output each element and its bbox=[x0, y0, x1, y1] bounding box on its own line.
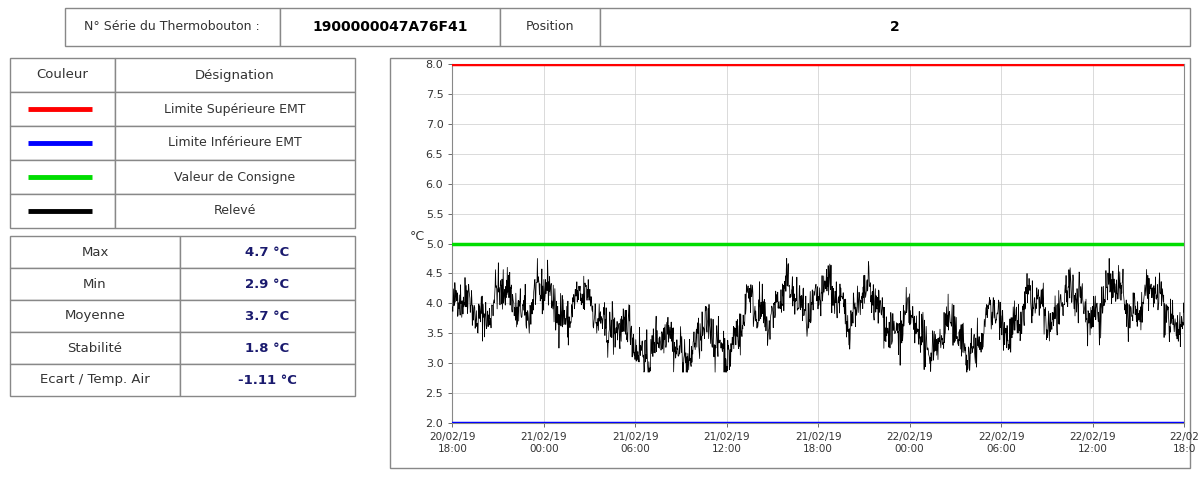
Text: Couleur: Couleur bbox=[36, 68, 89, 82]
Text: N° Série du Thermobouton :: N° Série du Thermobouton : bbox=[84, 20, 260, 34]
Text: Ecart / Temp. Air: Ecart / Temp. Air bbox=[40, 374, 150, 386]
Text: 3.7 °C: 3.7 °C bbox=[245, 310, 289, 322]
Bar bbox=[10, 160, 115, 194]
Text: 4.7 °C: 4.7 °C bbox=[245, 246, 289, 258]
Text: Position: Position bbox=[526, 20, 575, 34]
Text: 2.9 °C: 2.9 °C bbox=[246, 278, 289, 290]
Bar bbox=[180, 300, 355, 332]
Bar bbox=[115, 126, 355, 160]
Y-axis label: °C: °C bbox=[409, 230, 425, 243]
Bar bbox=[280, 8, 500, 46]
Bar bbox=[10, 58, 115, 92]
Bar bbox=[115, 160, 355, 194]
Text: Min: Min bbox=[83, 278, 107, 290]
Bar bbox=[10, 194, 115, 228]
Bar bbox=[115, 58, 355, 92]
Bar bbox=[500, 8, 600, 46]
Text: 1.8 °C: 1.8 °C bbox=[245, 342, 289, 354]
Bar bbox=[180, 364, 355, 396]
Bar bbox=[10, 268, 180, 300]
Text: Limite Supérieure EMT: Limite Supérieure EMT bbox=[164, 102, 306, 116]
Text: Désignation: Désignation bbox=[196, 68, 275, 82]
Text: Valeur de Consigne: Valeur de Consigne bbox=[174, 170, 295, 183]
Text: Moyenne: Moyenne bbox=[65, 310, 126, 322]
Bar bbox=[10, 236, 180, 268]
Text: -1.11 °C: -1.11 °C bbox=[238, 374, 296, 386]
Bar bbox=[10, 92, 115, 126]
Text: 2: 2 bbox=[890, 20, 900, 34]
Bar bbox=[180, 268, 355, 300]
Bar bbox=[65, 8, 280, 46]
Bar bbox=[390, 58, 1190, 468]
Bar bbox=[10, 300, 180, 332]
Bar bbox=[600, 8, 1190, 46]
Bar bbox=[10, 126, 115, 160]
Bar bbox=[10, 364, 180, 396]
Bar bbox=[180, 236, 355, 268]
Text: Max: Max bbox=[82, 246, 109, 258]
Text: 1900000047A76F41: 1900000047A76F41 bbox=[312, 20, 468, 34]
Bar bbox=[10, 332, 180, 364]
Bar bbox=[180, 332, 355, 364]
Text: Stabilité: Stabilité bbox=[67, 342, 122, 354]
Text: Limite Inférieure EMT: Limite Inférieure EMT bbox=[168, 136, 302, 149]
Bar bbox=[115, 194, 355, 228]
Text: Relevé: Relevé bbox=[214, 204, 256, 218]
Bar bbox=[115, 92, 355, 126]
